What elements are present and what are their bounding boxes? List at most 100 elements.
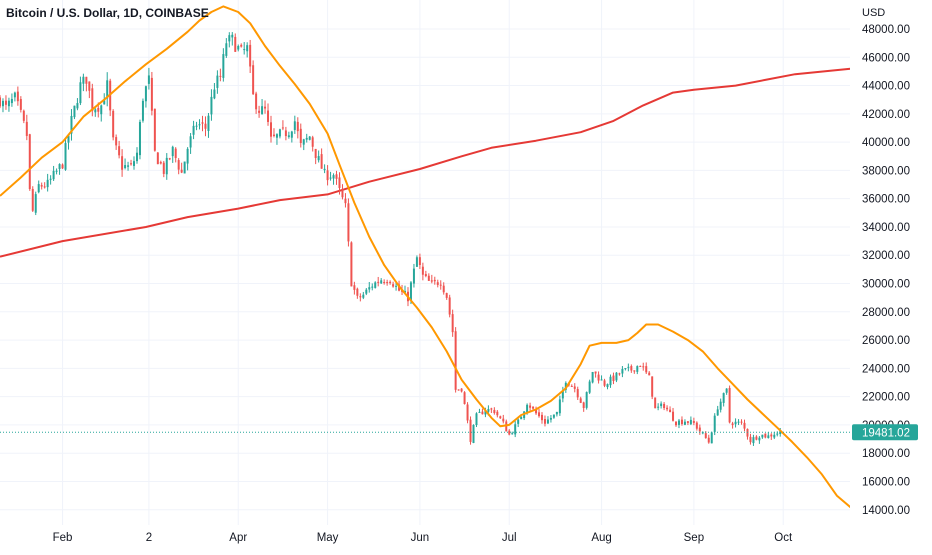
candle-body [186,148,189,164]
candle [234,33,237,53]
candle [552,414,555,419]
candle [529,402,532,411]
candle-body [261,106,264,115]
candle [576,386,579,400]
candle [660,401,663,409]
candle [764,433,767,439]
candle-body [675,421,678,426]
candle-body [31,188,34,211]
candle [204,116,207,137]
candle [19,96,22,113]
candle [4,95,7,110]
price-tick-label: 42000.00 [862,109,910,121]
candle [675,421,678,427]
candle-body [350,242,353,287]
time-tick-label: 2 [146,532,152,544]
candle-body [728,387,731,423]
candle [121,149,124,177]
candle [597,371,600,384]
candle [335,170,338,185]
candle-body [284,130,287,137]
candle-body [686,421,689,423]
candle [115,134,118,150]
candle [130,159,133,166]
candle-body [561,390,564,399]
candle [633,370,636,374]
price-tick-label: 46000.00 [862,52,910,64]
candle-body [16,91,19,102]
price-axis[interactable]: USD14000.0016000.0018000.0020000.0022000… [850,0,932,525]
candle-body [761,434,764,438]
candle-body [409,282,412,302]
candle [67,134,70,150]
price-tick-label: 48000.00 [862,24,910,36]
time-axis[interactable]: Feb 2 Apr May Jun Jul Aug Sep Oct [0,525,932,550]
candle-body [609,376,612,386]
candle-body [308,136,311,140]
candle [594,371,597,378]
candle-body [710,432,713,444]
candle-body [174,148,177,159]
price-tick-label: 18000.00 [862,448,910,460]
candle [269,115,272,143]
candle-body [657,406,660,408]
candle-body [776,433,779,435]
candle [231,32,234,46]
candle [70,109,73,141]
candle [430,274,433,284]
candle-body [76,103,79,109]
time-tick-label: Feb [53,532,73,544]
candle [469,416,472,445]
price-tick-label: 26000.00 [862,335,910,347]
candle-body [588,381,591,393]
candle [377,276,380,287]
time-tick-label: Apr [229,532,247,544]
candle-body [594,371,597,374]
candle [710,431,713,444]
candle [296,117,299,139]
candle [55,168,58,175]
candle [591,371,594,384]
candle-body [37,184,40,193]
candle [508,429,511,436]
candle [680,416,683,426]
candle-body [374,282,377,288]
candle-body [329,177,332,179]
candle-body [386,282,389,284]
candle [722,392,725,407]
candle [579,396,582,404]
candle [64,138,67,171]
candle [412,263,415,288]
candle [368,281,371,293]
candle-body [234,36,237,52]
candle-body [144,86,147,102]
candle [52,165,55,181]
candle [621,366,624,378]
candle [666,405,669,412]
candle-body [127,165,130,167]
candle-body [585,392,588,408]
candle-body [58,164,61,169]
candle-body [25,121,28,136]
candle-body [216,75,219,88]
candle-body [237,46,240,50]
candle [43,182,46,189]
candle [600,375,603,381]
candle [558,395,561,416]
candle [10,93,13,107]
candle-body [326,170,329,181]
candle-body [689,419,692,425]
candle-body [314,148,317,158]
candle-body [19,99,22,110]
candle [451,309,454,337]
candle [731,421,734,429]
chart-title: Bitcoin / U.S. Dollar, 1D, COINBASE [6,6,209,20]
candle-body [442,285,445,293]
candle [362,291,365,300]
candle-body [317,156,320,161]
candle [389,280,392,285]
candle-body [529,405,532,408]
price-tick-label: 40000.00 [862,137,910,149]
candle [186,147,189,171]
